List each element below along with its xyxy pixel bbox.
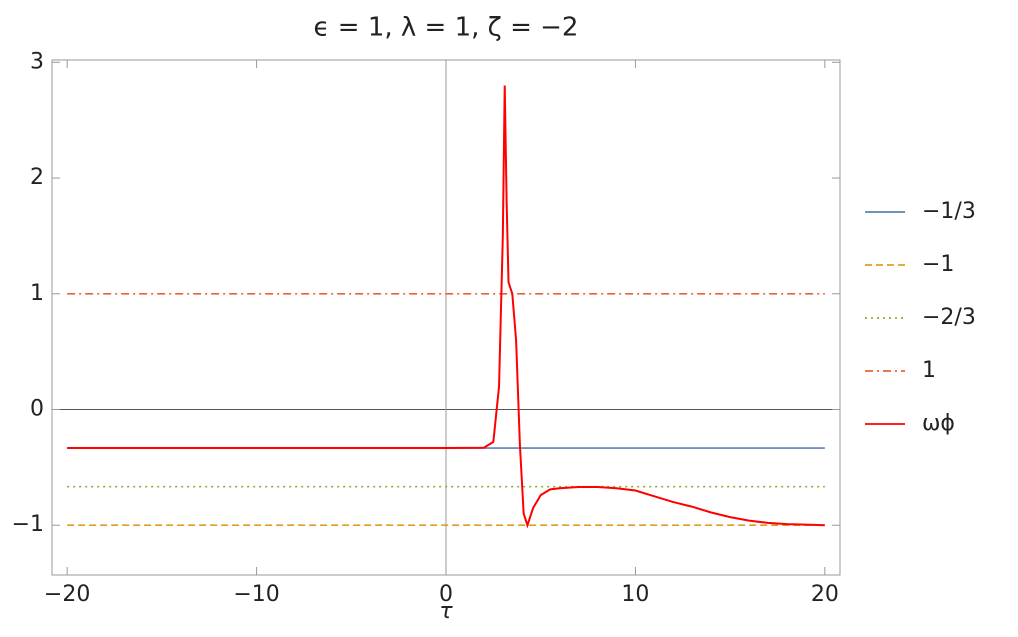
- chart-title: ϵ = 1, λ = 1, ζ = −2: [314, 13, 579, 43]
- x-tick-label: 20: [811, 582, 839, 607]
- legend-label: −2/3: [922, 305, 976, 330]
- legend-label: 1: [922, 358, 936, 383]
- legend-label: ωϕ: [922, 411, 955, 436]
- x-tick-label: −20: [44, 582, 90, 607]
- x-tick-label: −10: [233, 582, 279, 607]
- y-tick-label: 3: [30, 49, 44, 74]
- y-tick-label: 0: [30, 397, 44, 422]
- legend-label: −1/3: [922, 199, 976, 224]
- x-tick-label: 0: [439, 582, 453, 607]
- y-tick-label: −1: [12, 512, 44, 537]
- series-line: [67, 85, 825, 529]
- y-tick-label: 2: [30, 165, 44, 190]
- x-tick-label: 10: [621, 582, 649, 607]
- legend-label: −1: [922, 252, 954, 277]
- x-axis-label: τ: [439, 599, 453, 624]
- y-tick-label: 1: [30, 281, 44, 306]
